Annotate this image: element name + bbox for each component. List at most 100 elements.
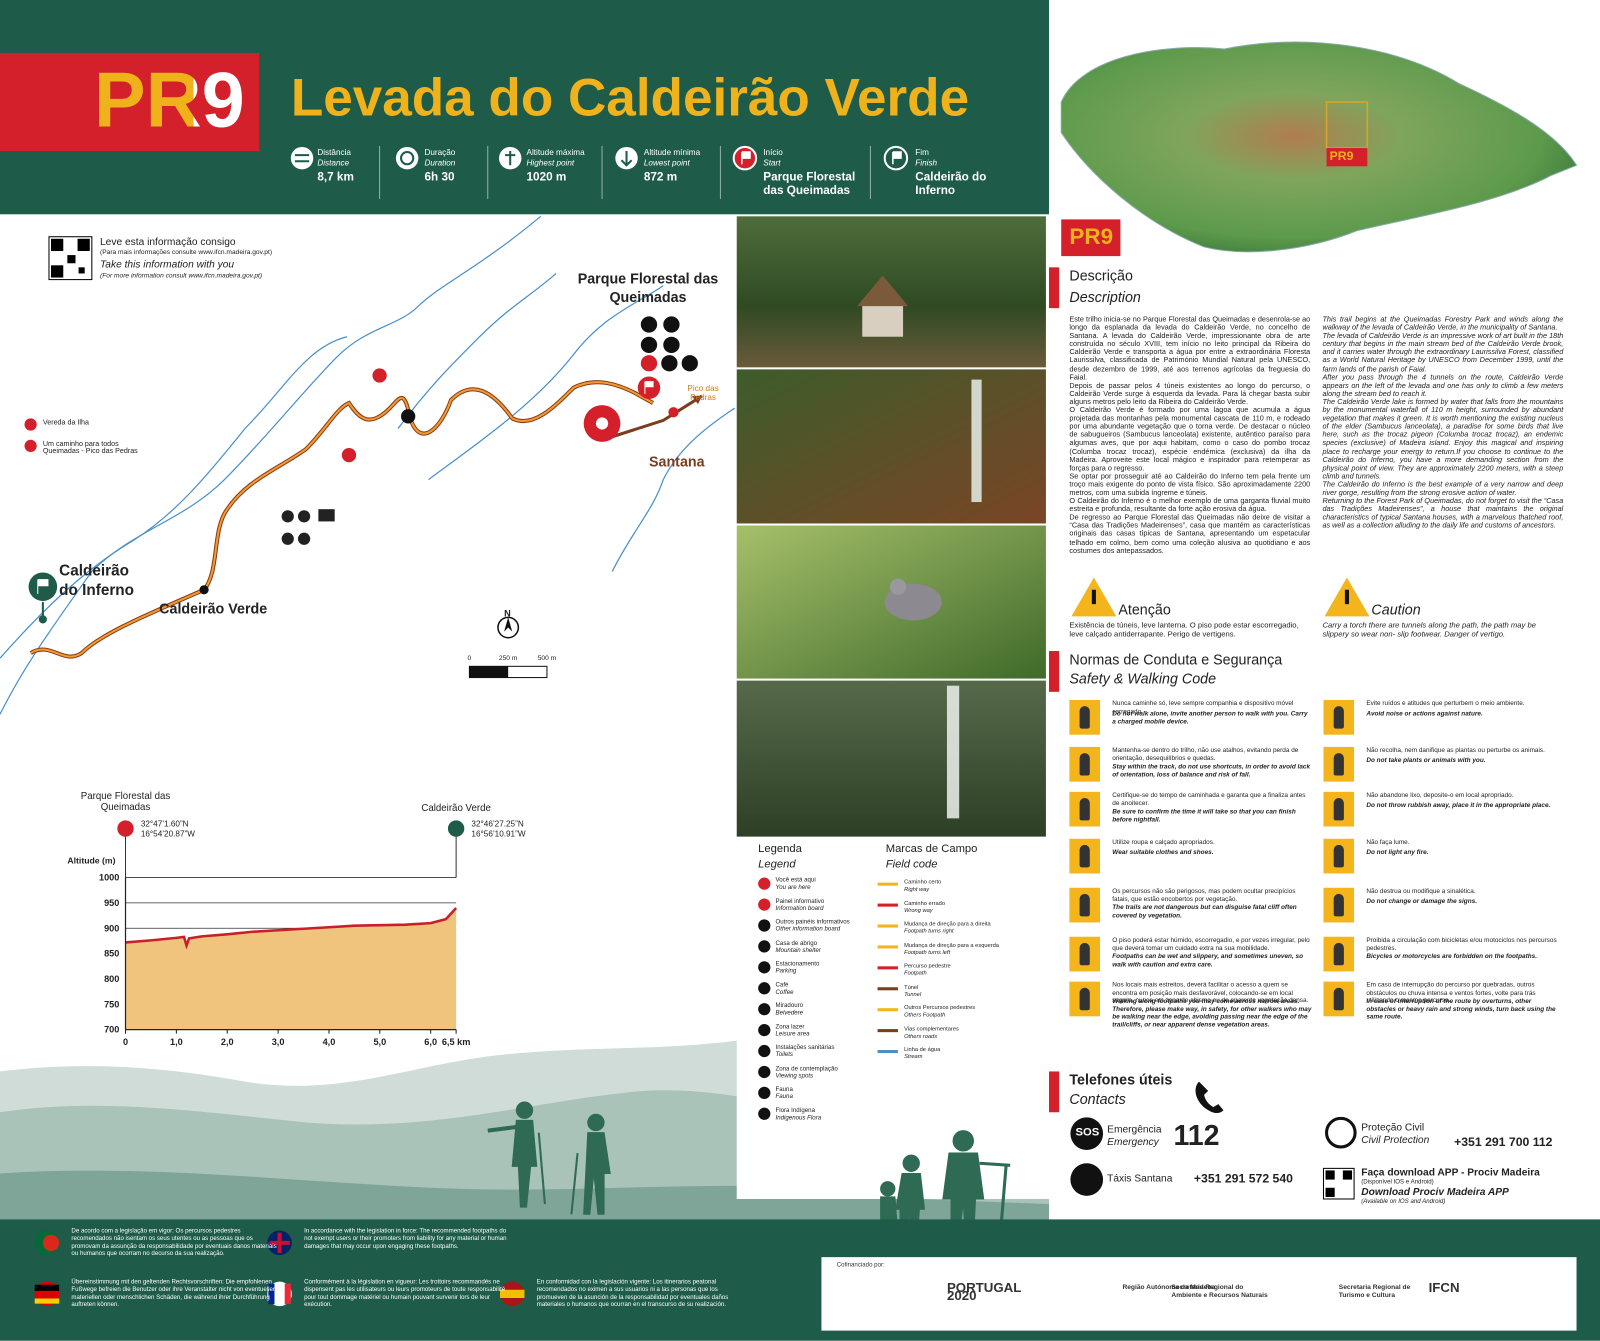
legend-item-en: Toilets [775,1052,793,1059]
stat-value: 8,7 km [317,171,354,184]
partner-logo: Secretaria Regional de Turismo e Cultura [1338,1283,1411,1299]
safety-icon [1323,746,1355,782]
you-are-here-dot [595,417,609,430]
scale-label: 500 m [537,655,557,663]
legal-notice: Übereinstimmung mit den geltenden Rechts… [71,1279,277,1309]
field-code-item: Percurso pedestre [904,963,951,970]
road [611,394,703,439]
legend-icon [758,877,771,890]
legend-item-en: Other information board [775,926,841,933]
field-code-item-en: Tunnel [904,991,922,998]
safety-item-en: Be sure to confirm the time it will take… [1112,808,1296,824]
description-paragraph: The Caldeirão do Inferno is the best exa… [1322,480,1564,497]
safety-figure [1079,844,1090,868]
end-flag [37,579,49,594]
legend-item-en: Information board [775,905,824,912]
safety-icon [1323,936,1355,972]
description-paragraph: Returning to the Forest Park of Queimada… [1322,497,1564,530]
safety-figure [1079,987,1090,1011]
x-tick-label: 5,0 [373,1037,386,1047]
y-tick-label: 700 [104,1025,119,1035]
field-code-swatch [877,966,898,970]
midpoint-dot [199,585,209,595]
legend-icon [758,919,771,932]
safety-item-en: Bicycles or motorcycles are forbidden on… [1366,953,1538,961]
safety-title-en: Safety & Walking Code [1069,670,1217,687]
stat-value: Caldeirão do Inferno [915,171,987,197]
safety-figure [1079,706,1090,729]
stat-label-en: Duration [424,158,456,168]
legend-icon [758,1003,771,1016]
safety-figure [1333,893,1344,917]
map-route-label: Um caminho para todos Queimadas - Pico d… [42,440,138,456]
legend-item-en: Leisure area [775,1031,810,1038]
description-title: Descrição [1069,267,1133,284]
sos-label: SOS [1075,1126,1100,1139]
legend-item: Zona de contemplação [775,1065,838,1072]
taxi-number: +351 291 572 540 [1193,1171,1293,1186]
field-code-item: Outros Percursos pedestres [904,1005,976,1012]
legend-icon [758,940,771,953]
inset-tag [1326,147,1368,167]
route-code: PR9 [93,57,245,144]
description-paragraph: O Caldeirão Verde é formado por uma lago… [1069,406,1311,473]
photo-trail [736,369,1046,524]
legend-icon [758,1086,771,1099]
app-label-en: Download Prociv Madeira APP [1361,1186,1509,1198]
north-arrow [497,616,520,639]
scale-label: 0 [467,655,472,663]
warning-title: Atenção [1118,601,1171,618]
photo-house-wall [862,306,904,337]
taxi-label: Táxis Santana [1107,1173,1173,1185]
stat-dividers [379,145,871,199]
safety-item: Não recolha, nem danifique as plantas ou… [1366,746,1545,755]
emergency-label: Emergência [1107,1124,1162,1136]
map-route-label: Vereda da Ilha [42,419,89,427]
field-code-title: Marcas de Campo [885,842,978,856]
field-code-item: Mudança de direção para a esquerda [904,942,999,949]
conservation-icons [281,509,335,545]
safety-item: Em caso de interrupção do percurso por q… [1366,981,1536,1005]
partner-logo: IFCN [1428,1279,1460,1295]
safety-item: Nos locais mais estreitos, deverá facili… [1112,981,1309,1005]
legend-icon [758,1044,771,1058]
legend-item: Você está aqui [775,877,816,884]
stat-value: 1020 m [526,171,567,184]
y-axis-label: Altitude (m) [67,855,116,866]
field-code-swatch [877,1029,898,1033]
description-en: This trail begins at the Queimadas Fores… [1322,315,1563,530]
safety-icon [1069,700,1101,735]
stat-value: 872 m [643,171,678,184]
legend-item: Miradouro [775,1003,804,1010]
stat-label-en: Highest point [526,158,575,168]
field-code-item: Vias complementares [904,1026,959,1033]
partner-logo: Região Autónoma da Madeira [1122,1283,1216,1291]
safety-figure [1333,844,1344,868]
stat-label: Duração [424,147,456,158]
field-code-swatch [877,882,898,886]
legend-icon [758,1023,771,1037]
field-code-item: Caminho errado [904,900,946,907]
legend-icon [758,1107,771,1120]
profile-line [125,907,458,950]
island-map [1060,41,1578,253]
safety-item-en: The trails are not dangerous but can dis… [1112,904,1297,919]
safety-figure [1079,942,1090,966]
safety-figure [1079,893,1090,917]
contacts-title-en: Contacts [1069,1090,1126,1108]
safety-item-en: Do not change or damage the signs. [1366,897,1478,906]
safety-item: Mantenha-se dentro do trilho, não use at… [1112,746,1299,762]
contact-icons [1070,1081,1357,1200]
stat-label: Distância [317,147,351,158]
column-tag [1061,219,1121,257]
legal-notice: De acordo com a legislação em vigor: Os … [71,1228,277,1258]
description-paragraph: De regresso ao Parque Florestal das Quei… [1069,513,1311,555]
profile-area [125,907,457,1030]
stat-label: Fim [915,147,929,158]
facility-icons [640,316,698,372]
photo-house-roof [857,275,909,307]
civil-number: +351 291 700 112 [1454,1134,1553,1149]
stat-value: Parque Florestal das Queimadas [763,171,856,197]
